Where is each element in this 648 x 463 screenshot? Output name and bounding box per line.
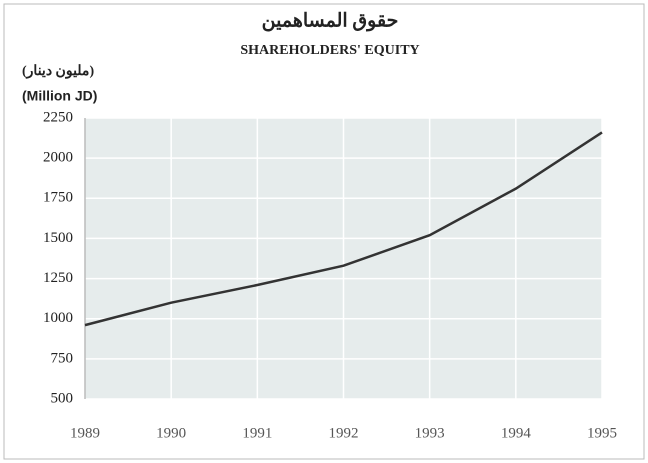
line-series <box>84 131 603 327</box>
y-tick-label: 500 <box>51 390 74 406</box>
x-tick-label: 1989 <box>70 425 100 441</box>
y-tick-label: 2000 <box>43 150 73 166</box>
chart-subtitle: SHAREHOLDERS' EQUITY <box>240 43 419 58</box>
y-tick-label: 2250 <box>43 109 73 125</box>
y-tick-label: 1250 <box>43 270 73 286</box>
y-tick-label: 1500 <box>43 230 73 246</box>
x-tick-label: 1991 <box>242 425 272 441</box>
x-tick-label: 1993 <box>415 425 445 441</box>
y-tick-label: 750 <box>51 350 74 366</box>
x-tick-label: 1992 <box>329 425 359 441</box>
x-tick-label: 1994 <box>501 425 532 441</box>
y-axis-label: (Million JD) <box>22 88 97 104</box>
x-tick-label: 1990 <box>156 425 186 441</box>
y-tick-label: 1000 <box>43 310 73 326</box>
chart-title: حقوق المساهمين <box>262 10 399 31</box>
y-axis-label-ar: (مليون دينار) <box>22 64 94 79</box>
y-tick-label: 1750 <box>43 190 73 206</box>
x-tick-label: 1995 <box>587 425 617 441</box>
